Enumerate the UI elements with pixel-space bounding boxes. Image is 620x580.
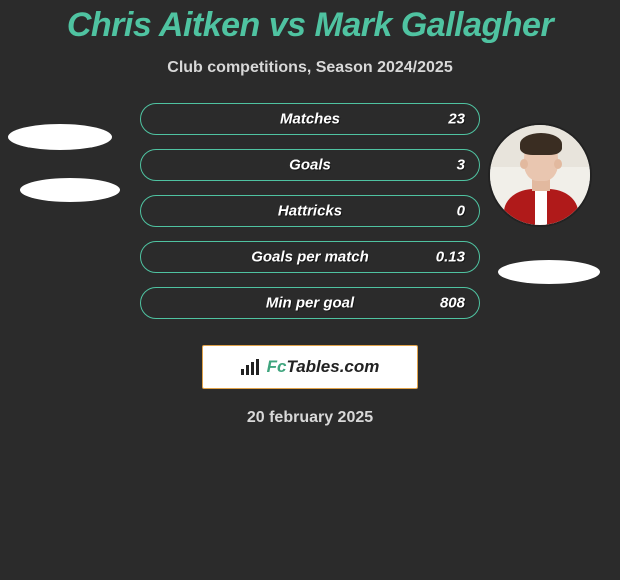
brand-prefix: Fc (267, 357, 287, 376)
subtitle: Club competitions, Season 2024/2025 (0, 59, 620, 77)
stat-label: Goals (289, 157, 331, 174)
bars-icon (241, 359, 261, 375)
date-label: 20 february 2025 (0, 409, 620, 427)
stat-value-right: 808 (440, 295, 465, 312)
brand-text: FcTables.com (267, 357, 380, 377)
stat-label: Min per goal (266, 295, 354, 312)
branding-link[interactable]: FcTables.com (202, 345, 418, 389)
brand-suffix: Tables.com (286, 357, 379, 376)
stat-value-right: 23 (448, 111, 465, 128)
comparison-widget: Chris Aitken vs Mark Gallagher Club comp… (0, 0, 620, 580)
placeholder-oval (498, 260, 600, 284)
stat-row-goals-per-match: Goals per match 0.13 (140, 241, 480, 273)
stat-row-goals: Goals 3 (140, 149, 480, 181)
player-right-avatar[interactable] (490, 125, 590, 225)
stat-value-right: 0.13 (436, 249, 465, 266)
stat-row-matches: Matches 23 (140, 103, 480, 135)
stat-value-right: 0 (457, 203, 465, 220)
stat-label: Hattricks (278, 203, 342, 220)
stat-label: Goals per match (251, 249, 369, 266)
stat-row-hattricks: Hattricks 0 (140, 195, 480, 227)
placeholder-oval (8, 124, 112, 150)
stat-label: Matches (280, 111, 340, 128)
page-title: Chris Aitken vs Mark Gallagher (0, 0, 620, 45)
placeholder-oval (20, 178, 120, 202)
stat-row-min-per-goal: Min per goal 808 (140, 287, 480, 319)
stat-value-right: 3 (457, 157, 465, 174)
